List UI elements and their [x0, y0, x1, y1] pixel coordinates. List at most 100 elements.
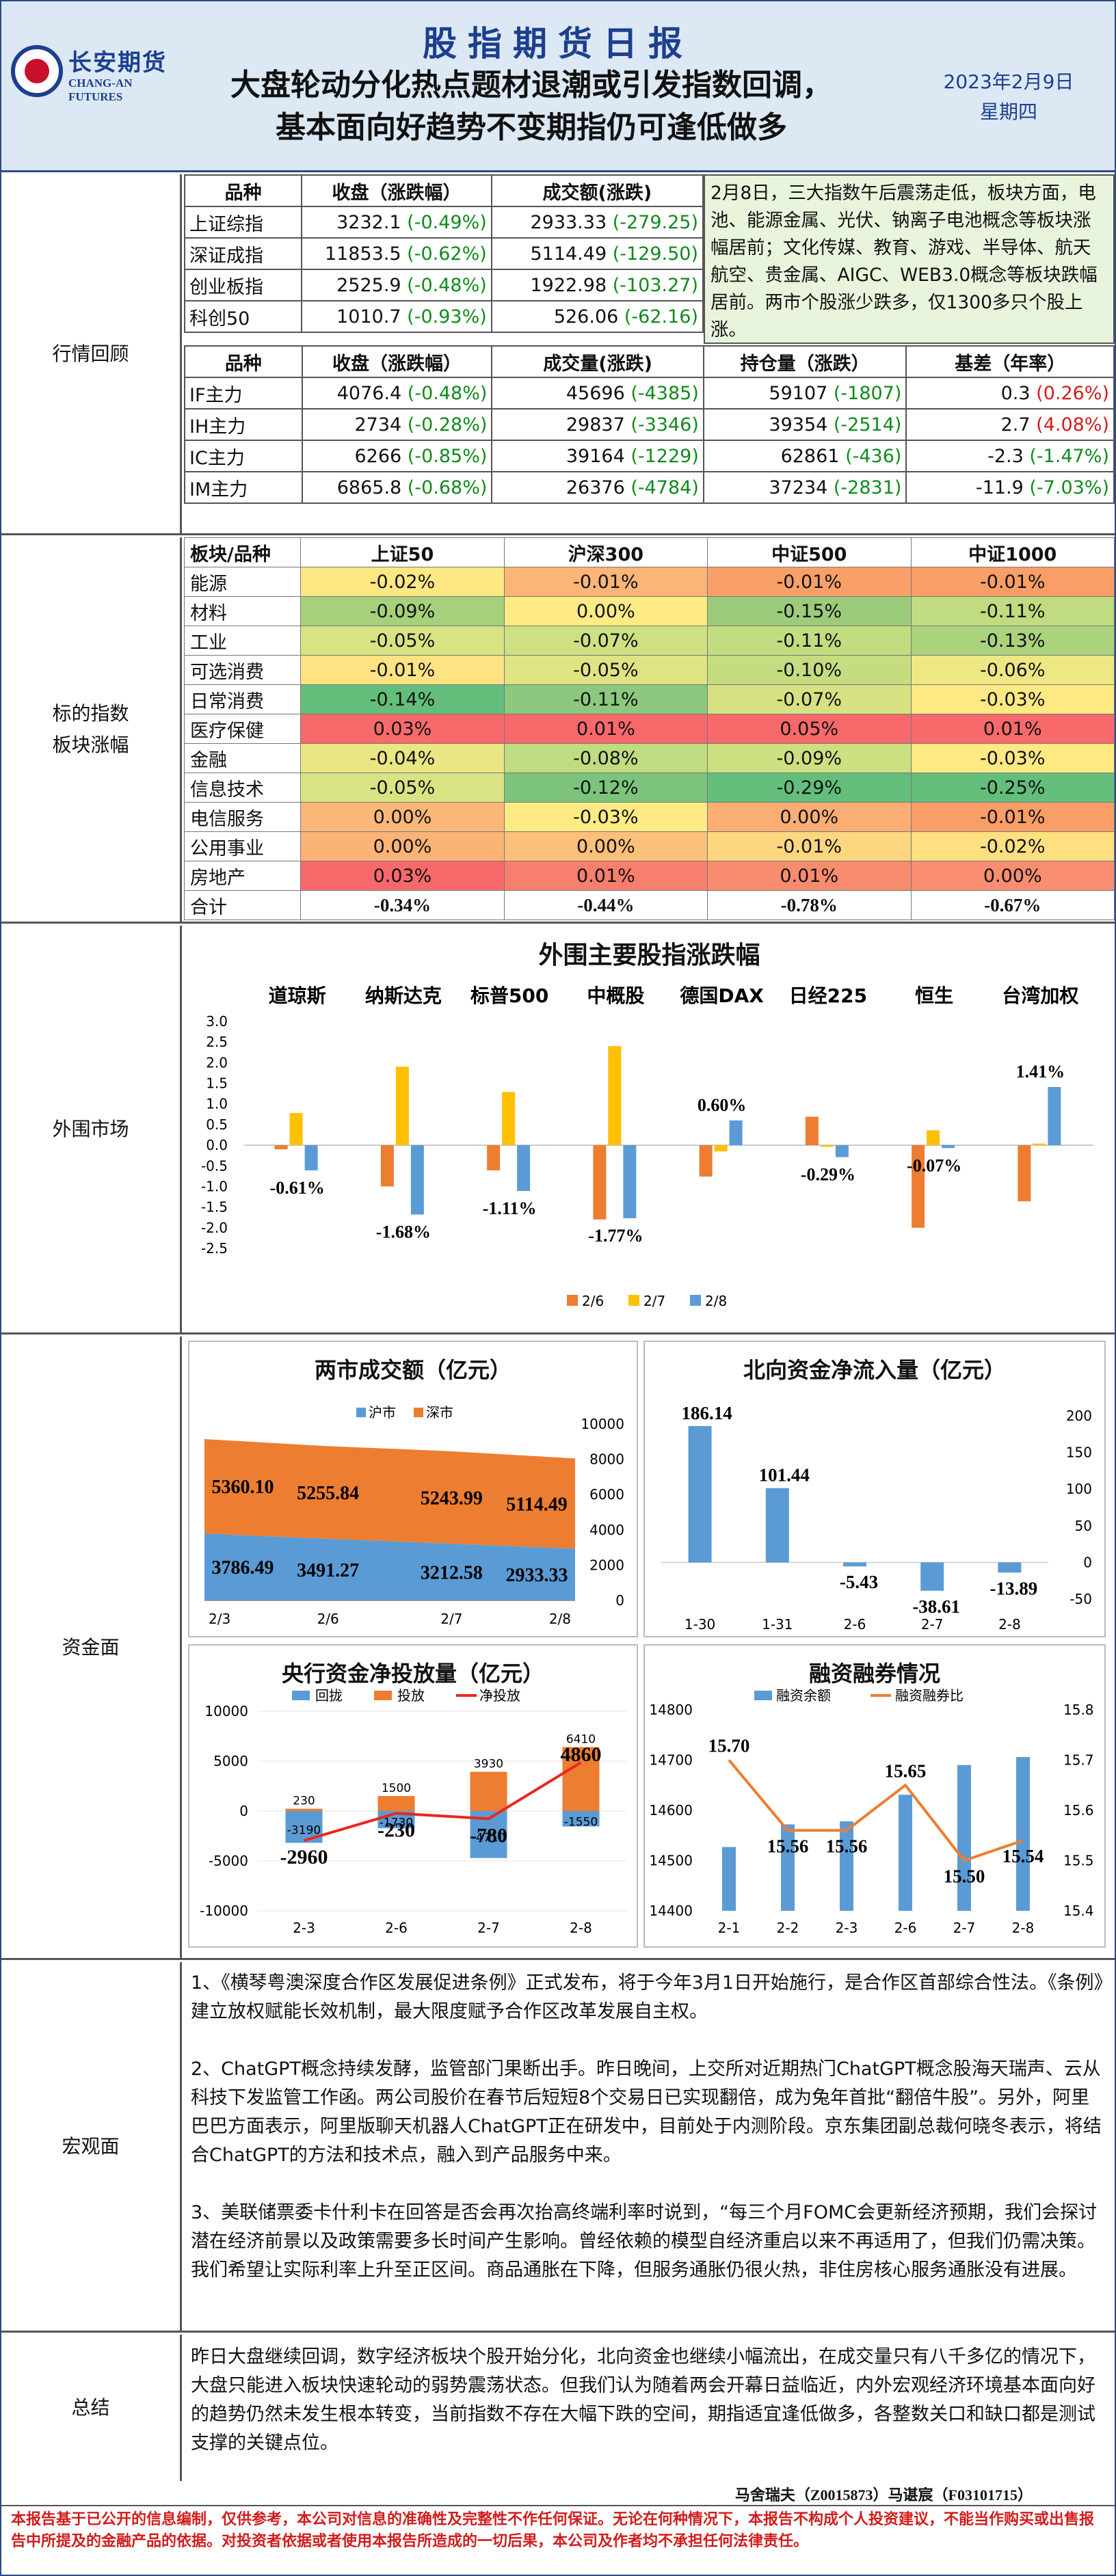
heat-cell: -0.03%: [910, 684, 1115, 714]
x-tick-label: 2-6: [385, 1920, 408, 1936]
x-tick-label: 2-1: [718, 1920, 741, 1936]
category-label: 纳斯达克: [365, 984, 442, 1007]
x-tick-label: 2-6: [894, 1920, 917, 1936]
y-tick-label: -50: [1070, 1591, 1092, 1607]
column-header: 基差（年率）: [905, 345, 1115, 378]
amount-change: (-103.27): [612, 274, 698, 296]
change-pct: (-0.49%): [407, 211, 487, 233]
volume-change: (-4385): [630, 382, 699, 404]
index-close-cell: 1010.7 (-0.93%): [301, 300, 492, 333]
table-row: 公用事业 0.00% 0.00% -0.01% -0.02%: [183, 831, 1115, 861]
y-tick-label: 14600: [649, 1802, 693, 1819]
category-label: 中概股: [587, 984, 644, 1007]
heat-cell: -0.08%: [503, 743, 708, 773]
turnover-title: 两市成交额（亿元）: [314, 1357, 512, 1383]
y-tick-label: 2.5: [206, 1034, 228, 1050]
data-label: -0.07%: [907, 1155, 961, 1175]
legend-label: 融资融券比: [895, 1687, 964, 1704]
x-tick-label: 2-7: [953, 1920, 976, 1936]
data-label: 2933.33: [506, 1565, 568, 1586]
heat-cell: 0.03%: [300, 714, 505, 744]
section-label-funds: 资金面: [1, 1337, 182, 1958]
x-tick-label: 2/3: [209, 1611, 230, 1627]
section-label-heat-2: 板块涨幅: [52, 734, 129, 756]
data-label: 3786.49: [212, 1557, 274, 1579]
margin-panel: 融资融券情况 14800 14700 14600 14500 14400 15.8 15.7…: [643, 1644, 1106, 1948]
bar-投放: [470, 1771, 507, 1811]
futures-volume-cell: 26376 (-4784): [491, 471, 704, 504]
y-tick-label: 0.5: [206, 1116, 228, 1133]
legend-label: 投放: [397, 1687, 425, 1704]
legend-label: 回拢: [315, 1687, 343, 1704]
oi-value: 39354: [769, 414, 834, 435]
data-label: -13.89: [990, 1578, 1038, 1598]
report-title: 股指期货日报: [423, 24, 693, 64]
x-tick-label: 2-2: [777, 1920, 799, 1936]
basis-value: -11.9: [975, 477, 1030, 498]
legend-swatch: [628, 1295, 639, 1306]
column-header: 收盘（涨跌幅）: [301, 345, 493, 378]
macro-news-2: 2、ChatGPT概念持续发酵，监管部门果断出手。昨日晚间，上交所对近期热门Ch…: [191, 2058, 1102, 2166]
pboc-title: 央行资金净投放量（亿元）: [281, 1661, 544, 1687]
section-label-review: 行情回顾: [1, 174, 182, 533]
table-row: 可选消费 -0.01% -0.05% -0.10% -0.06%: [183, 655, 1115, 685]
heat-cell: -0.11%: [707, 626, 912, 656]
bar-2/8: [729, 1120, 743, 1146]
futures-close-cell: 6266 (-0.85%): [301, 440, 493, 472]
y-tick-label: 1.0: [206, 1096, 228, 1112]
y-tick-label: 2.0: [206, 1054, 228, 1071]
y-tick-label: -1.0: [201, 1178, 228, 1194]
category-label: 标普500: [470, 984, 548, 1007]
contract-name: IF主力: [184, 377, 303, 410]
margin-chart: 14800 14700 14600 14500 14400 15.8 15.7 15.6 15.…: [649, 1687, 1094, 1936]
heat-cell: -0.29%: [707, 773, 912, 803]
legend-label: 深市: [426, 1404, 453, 1421]
futures-volume-cell: 29837 (-3346): [491, 408, 704, 441]
turnover-panel: 两市成交额（亿元） 10000 8000 6000 4000 2000 0 2/3 3786.…: [188, 1341, 638, 1637]
sector-name: 公用事业: [183, 831, 302, 861]
heat-cell: -0.01%: [707, 567, 912, 597]
y-tick-label: 0.0: [206, 1137, 228, 1153]
column-header: 持仓量（涨跌）: [702, 345, 907, 378]
y-tick-label: 10000: [581, 1416, 624, 1432]
basis-value: -2.3: [987, 445, 1030, 467]
y-tick-label: 14500: [649, 1853, 693, 1869]
futures-table: 品种 收盘（涨跌幅） 成交量(涨跌) 持仓量（涨跌） 基差（年率） IF主力 4076.4 …: [184, 345, 1115, 504]
oi-value: 62861: [780, 445, 846, 467]
data-label: -5.43: [840, 1572, 878, 1592]
macro-news-3: 3、美联储票委卡什利卡在回答是否会再次抬高终端利率时说到，“每三个月FOMC会更…: [191, 2202, 1098, 2281]
area-沪市: [204, 1533, 575, 1600]
margin-title: 融资融券情况: [808, 1661, 940, 1687]
bar-融资余额: [781, 1824, 795, 1911]
macro-body: 1、《横琴粤澳深度合作区发展促进条例》正式发布，将于今年3月1日开始施行，是合作…: [184, 1962, 1115, 2331]
index-amount-cell: 5114.49 (-129.50): [490, 237, 704, 270]
heat-cell: 0.03%: [300, 861, 505, 891]
amount-value: 1922.98: [530, 274, 613, 296]
x-tick-label: 2-8: [570, 1920, 592, 1936]
heat-cell: 0.00%: [503, 596, 708, 626]
heat-header-row: 板块/品种 上证50 沪深300 中证500 中证1000: [183, 537, 1115, 567]
change-pct: (-0.93%): [407, 306, 487, 327]
table-row: 信息技术 -0.05% -0.12% -0.29% -0.25%: [183, 773, 1115, 803]
bar-2/6: [380, 1145, 394, 1187]
futures-volume-cell: 39164 (-1229): [491, 440, 704, 472]
category-label: 台湾加权: [1002, 984, 1078, 1007]
y-tick-label: 15.8: [1063, 1702, 1094, 1718]
line-净投放: [303, 1761, 582, 1842]
futures-oi-cell: 39354 (-2514): [702, 408, 907, 441]
sector-name: 金融: [183, 743, 302, 773]
section-label-heat-1: 标的指数: [52, 702, 129, 725]
data-label: -0.29%: [801, 1165, 855, 1185]
data-label: -780: [470, 1824, 507, 1847]
legend-label: 2/6: [582, 1293, 604, 1309]
section-label-overseas: 外围市场: [1, 926, 182, 1332]
basis-rate: (-1.47%): [1029, 445, 1109, 467]
column-header: 上证50: [300, 537, 505, 567]
sector-name: 信息技术: [183, 773, 302, 803]
y-tick-label: 8000: [589, 1451, 624, 1468]
y-tick-label: 15.7: [1063, 1752, 1094, 1769]
bar-2/8: [623, 1145, 637, 1218]
heat-cell: -0.06%: [910, 655, 1115, 685]
legend-swatch: [292, 1691, 310, 1700]
basis-rate: (-7.03%): [1029, 477, 1109, 498]
